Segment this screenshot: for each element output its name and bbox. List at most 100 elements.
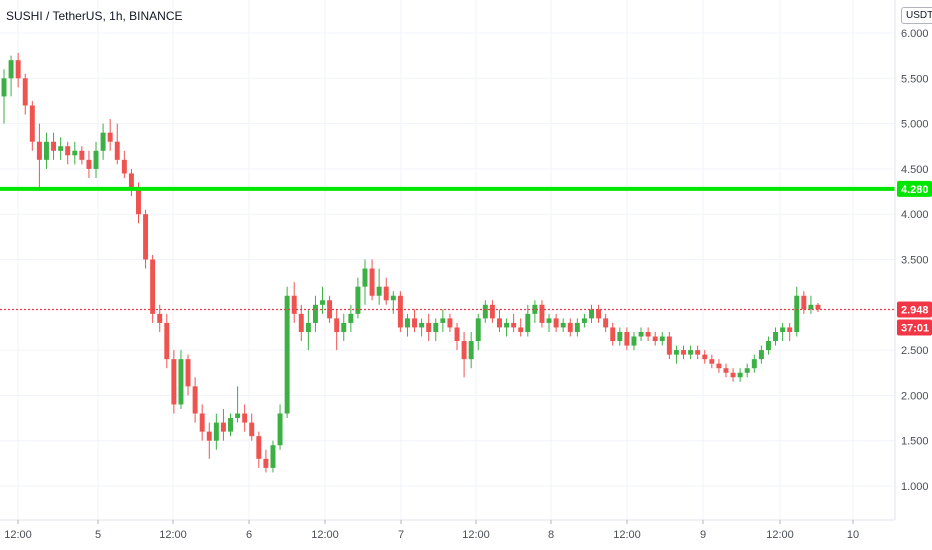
- candle-body: [143, 214, 149, 260]
- candle-body: [412, 318, 418, 328]
- candle-body: [426, 322, 432, 332]
- support-level-label: 4.280: [901, 184, 929, 196]
- candle-body: [36, 141, 42, 160]
- candle-body: [645, 331, 651, 337]
- candle-body: [235, 413, 241, 419]
- price-tick-label: 2.500: [901, 345, 929, 357]
- candle-body: [86, 159, 92, 169]
- time-axis-labels: 12:00 5 12:00 6 12:00 7 12:00 8 12:00 9 12:00 10: [4, 520, 859, 541]
- price-tick-label: 4.500: [901, 164, 929, 176]
- candle-body: [567, 322, 573, 332]
- candle-body: [461, 341, 467, 360]
- candle-body: [121, 159, 127, 174]
- candle-body: [270, 445, 276, 468]
- candle-body: [419, 322, 425, 328]
- candle-body: [298, 313, 304, 332]
- candle-body: [213, 422, 219, 441]
- candle-body: [780, 327, 786, 332]
- candle-body: [320, 300, 325, 305]
- candle-body: [730, 372, 736, 378]
- candle-body: [22, 78, 28, 106]
- candle-body: [192, 386, 198, 414]
- candle-body: [497, 318, 502, 328]
- price-tick-label: 4.000: [901, 209, 929, 221]
- candle-body: [305, 322, 311, 332]
- candle-body: [787, 327, 793, 332]
- last-price-tag: 2.948 37:01: [897, 301, 932, 336]
- candle-body: [652, 336, 658, 342]
- candle-series: [1, 52, 821, 473]
- candle-body: [758, 350, 764, 360]
- candle-body: [390, 295, 396, 301]
- time-tick-label: 5: [95, 529, 101, 541]
- candle-body: [312, 304, 318, 323]
- candle-body: [228, 418, 233, 432]
- candle-body: [150, 259, 156, 314]
- candle-body: [334, 318, 340, 332]
- candle-body: [518, 327, 524, 332]
- candle-body: [489, 304, 495, 319]
- candle-body: [659, 336, 665, 342]
- candle-body: [794, 295, 800, 332]
- candle-body: [610, 327, 616, 342]
- time-tick-label: 12:00: [4, 529, 32, 541]
- price-tick-label: 3.500: [901, 255, 929, 267]
- candle-body: [581, 318, 587, 323]
- candle-body: [348, 313, 354, 323]
- time-tick-label: 12:00: [462, 529, 490, 541]
- candle-body: [136, 187, 141, 215]
- candle-body: [72, 150, 78, 156]
- candle-body: [220, 422, 226, 432]
- candle-body: [539, 304, 545, 323]
- candle-body: [808, 304, 814, 310]
- candle-body: [383, 286, 389, 301]
- candle-body: [277, 413, 283, 446]
- candle-body: [801, 295, 807, 310]
- candle-body: [596, 309, 602, 319]
- candle-body: [744, 368, 750, 373]
- candle-body: [397, 295, 403, 328]
- price-tick-label: 1.000: [901, 481, 929, 493]
- candle-body: [737, 372, 743, 378]
- candle-body: [171, 359, 177, 405]
- last-price-label: 2.948: [901, 305, 929, 317]
- candle-body: [631, 336, 637, 346]
- time-tick-label: 6: [246, 529, 252, 541]
- candle-body: [688, 350, 694, 355]
- candle-body: [716, 363, 722, 369]
- candle-body: [256, 436, 262, 459]
- time-tick-label: 9: [700, 529, 706, 541]
- candle-body: [723, 368, 729, 373]
- candle-body: [475, 318, 481, 342]
- candle-body: [1, 78, 7, 97]
- candle-body: [242, 413, 248, 423]
- candle-body: [666, 336, 672, 355]
- candle-body: [695, 350, 701, 355]
- candle-body: [702, 354, 708, 360]
- candle-body: [709, 359, 715, 364]
- time-tick-label: 8: [548, 529, 554, 541]
- candle-body: [773, 331, 779, 342]
- candle-body: [815, 304, 821, 310]
- candle-body: [765, 341, 771, 351]
- candle-body: [178, 359, 184, 405]
- candle-body: [433, 322, 439, 332]
- candle-body: [546, 318, 552, 323]
- currency-unit-button[interactable]: USDT: [901, 7, 932, 24]
- price-tick-label: 6.000: [901, 28, 929, 40]
- time-tick-label: 10: [847, 529, 859, 541]
- price-tick-label: 5.000: [901, 119, 929, 131]
- candle-body: [681, 350, 686, 355]
- candle-body: [284, 295, 290, 414]
- candle-body: [468, 341, 474, 360]
- price-axis-labels: 1.000 1.500 2.000 2.500 3.500 4.000 4.500 5.000…: [901, 28, 929, 493]
- chart-title: SUSHI / TetherUS, 1h, BINANCE: [6, 9, 183, 23]
- time-tick-label: 7: [398, 529, 404, 541]
- price-tick-label: 2.000: [901, 390, 929, 402]
- candle-body: [574, 322, 580, 332]
- candle-body: [673, 350, 679, 355]
- candle-body: [51, 141, 57, 151]
- candle-body: [8, 60, 14, 79]
- candle-body: [79, 150, 85, 160]
